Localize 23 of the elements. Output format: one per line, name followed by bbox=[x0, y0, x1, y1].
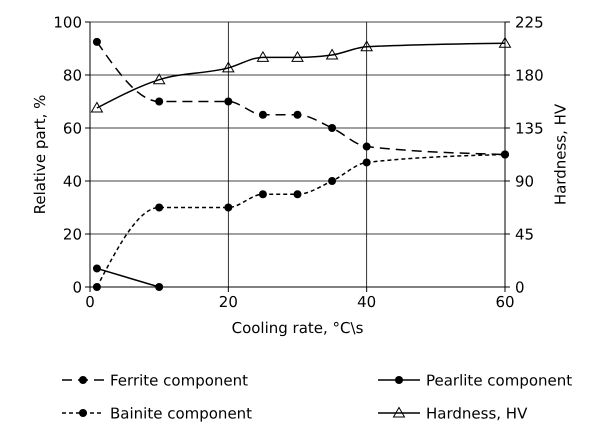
x-tick-label: 20 bbox=[218, 293, 238, 311]
legend-label: Bainite component bbox=[110, 404, 252, 422]
x-tick-label: 60 bbox=[495, 293, 515, 311]
x-tick-label: 40 bbox=[357, 293, 376, 311]
y-axis-title: Relative part, % bbox=[31, 94, 49, 214]
y2-tick-label: 90 bbox=[515, 172, 534, 190]
y2-tick-label: 225 bbox=[515, 13, 544, 32]
y-tick-label: 20 bbox=[62, 225, 82, 244]
x-axis-title: Cooling rate, °C\s bbox=[232, 319, 364, 337]
y2-tick-label: 45 bbox=[515, 225, 534, 244]
y-tick-label: 60 bbox=[62, 119, 82, 138]
y-tick-label: 0 bbox=[72, 278, 82, 296]
y2-axis-title: Hardness, HV bbox=[552, 103, 570, 206]
legend-label: Pearlite component bbox=[426, 371, 572, 390]
x-tick-label: 0 bbox=[85, 293, 95, 311]
y-tick-label: 40 bbox=[62, 172, 82, 190]
y-tick-label: 80 bbox=[62, 66, 82, 84]
y2-tick-label: 0 bbox=[515, 278, 525, 296]
legend-label: Ferrite component bbox=[110, 371, 248, 390]
y2-tick-label: 135 bbox=[515, 119, 544, 138]
y-tick-label: 100 bbox=[53, 13, 82, 32]
y2-tick-label: 180 bbox=[515, 66, 544, 84]
legend-label: Hardness, HV bbox=[426, 404, 528, 422]
